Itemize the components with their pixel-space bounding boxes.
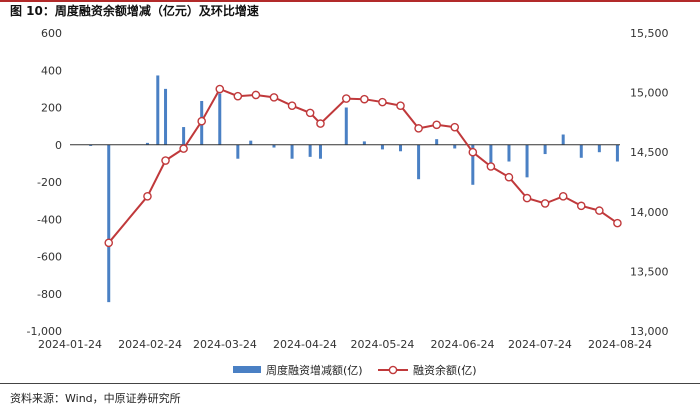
legend-line-label: 融资余额(亿) (413, 363, 477, 377)
right-tick-label: 15,000 (630, 87, 669, 100)
line-marker (468, 147, 478, 157)
bar (308, 144, 312, 157)
bar (507, 144, 511, 162)
x-tick-label: 2024-06-24 (431, 338, 495, 351)
bar (236, 144, 240, 159)
line-marker (360, 94, 369, 104)
line-marker (197, 116, 206, 126)
bar (182, 127, 186, 145)
bar (561, 134, 565, 145)
left-tick-label: -800 (37, 288, 62, 301)
line-marker (613, 218, 622, 228)
bar (453, 144, 457, 149)
right-tick-label: 14,500 (630, 146, 669, 159)
bar (145, 142, 149, 145)
line-marker (251, 90, 261, 100)
left-tick-label: -200 (37, 176, 62, 189)
legend-bar-label: 周度融资增减额(亿) (266, 363, 363, 377)
source-note: 资料来源：Wind，中原证券研究所 (10, 392, 181, 405)
bar (156, 75, 160, 145)
x-tick-label: 2024-08-24 (588, 338, 652, 351)
line-marker (522, 193, 532, 203)
chart-title: 图 10：周度融资余额增减（亿元）及环比增速 (10, 4, 259, 18)
bar-series (89, 75, 619, 303)
x-axis: 2024-01-24 2024-02-24 2024-03-24 2024-04-24… (38, 338, 652, 351)
left-tick-label: -1,000 (27, 325, 62, 338)
bar (435, 139, 439, 145)
right-tick-label: 13,500 (630, 265, 669, 278)
x-tick-label: 2024-07-24 (508, 338, 572, 351)
bar (164, 88, 168, 145)
left-tick-label: -600 (37, 251, 62, 264)
left-tick-label: 400 (41, 64, 62, 77)
left-tick-label: 600 (41, 27, 62, 40)
x-tick-label: 2024-04-24 (273, 338, 337, 351)
line-marker (104, 238, 114, 248)
series-line (107, 87, 618, 244)
line-marker (595, 206, 604, 215)
bar (380, 144, 384, 150)
line-marker (179, 144, 188, 153)
bar (489, 144, 493, 165)
line-marker (215, 84, 225, 94)
right-axis: 15,500 15,000 14,500 14,000 13,500 13,000 (630, 27, 669, 338)
line-marker (378, 97, 387, 107)
left-axis: 600 400 200 0 -200 -400 -600 -800 -1,000 (27, 27, 62, 338)
line-marker (269, 93, 279, 102)
bar (471, 144, 475, 185)
bar (272, 144, 276, 148)
line-marker (233, 91, 243, 101)
line-marker (287, 101, 297, 111)
line-marker (414, 124, 423, 133)
left-tick-label: 0 (55, 139, 62, 152)
line-marker (161, 156, 170, 165)
bar (290, 144, 294, 159)
x-tick-label: 2024-05-24 (350, 338, 414, 351)
bar (218, 93, 222, 145)
line-marker (432, 120, 441, 130)
bar (597, 144, 601, 153)
line-marker (396, 101, 405, 111)
right-tick-label: 13,000 (630, 325, 669, 338)
line-marker (450, 122, 460, 132)
bar (399, 144, 403, 152)
legend-line-marker (388, 365, 398, 375)
bar (107, 144, 111, 303)
line-marker (341, 94, 351, 103)
bar (615, 144, 619, 162)
right-tick-label: 15,500 (630, 27, 669, 40)
source-divider (0, 383, 700, 384)
legend-bar-swatch (233, 366, 261, 373)
line-marker (316, 119, 325, 128)
bar (89, 144, 93, 146)
bar (249, 140, 253, 145)
bar (525, 144, 529, 178)
bar (417, 144, 421, 180)
bar (543, 144, 547, 155)
x-tick-label: 2024-02-24 (118, 338, 182, 351)
left-tick-label: -400 (37, 213, 62, 226)
bar (362, 141, 366, 145)
line-marker (504, 172, 514, 182)
line-series (104, 84, 622, 248)
line-marker (540, 199, 550, 208)
right-tick-label: 14,000 (630, 206, 669, 219)
line-marker (576, 201, 586, 211)
bar (318, 144, 322, 159)
bar (344, 107, 348, 145)
x-tick-label: 2024-03-24 (193, 338, 257, 351)
line-marker (143, 192, 152, 201)
line-marker (486, 162, 496, 171)
line-marker (558, 192, 568, 201)
x-tick-label: 2024-01-24 (38, 338, 102, 351)
legend: 周度融资增减额(亿) 融资余额(亿) (233, 363, 477, 377)
line-marker (305, 108, 315, 118)
title-bar: 图 10：周度融资余额增减（亿元）及环比增速 (0, 0, 700, 22)
bar (579, 144, 583, 158)
left-tick-label: 200 (41, 102, 62, 115)
